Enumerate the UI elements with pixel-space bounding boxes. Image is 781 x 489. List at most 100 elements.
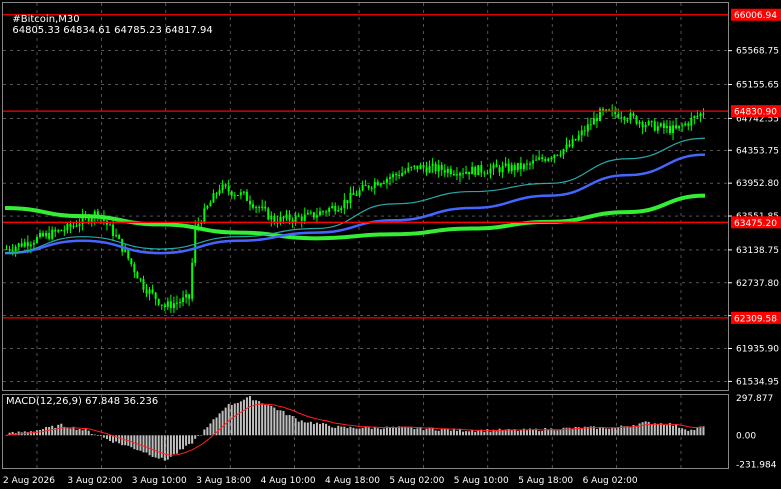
candle-body <box>230 191 233 196</box>
macd-histogram-bar <box>641 422 644 436</box>
macd-histogram-bar <box>583 426 586 436</box>
candle-body <box>693 116 696 119</box>
macd-histogram-bar <box>547 430 550 436</box>
candle-body <box>252 204 255 208</box>
macd-histogram-bar <box>364 426 367 436</box>
chart-symbol: #Bitcoin,M30 <box>12 14 80 25</box>
macd-histogram-bar <box>157 435 160 459</box>
macd-histogram-bar <box>501 430 504 436</box>
macd-histogram-bar <box>468 431 471 436</box>
macd-signal-line <box>6 403 704 456</box>
macd-histogram-bar <box>206 427 209 436</box>
candle-body <box>519 162 522 170</box>
candle-body <box>574 139 577 141</box>
macd-histogram-bar <box>382 428 385 436</box>
macd-histogram-bar <box>151 435 154 457</box>
price-level-tag <box>731 311 781 324</box>
candle-body <box>26 242 29 247</box>
candle-body <box>702 113 705 115</box>
macd-histogram-bar <box>480 429 483 436</box>
macd-histogram-bar <box>684 429 687 436</box>
price-chart-panel[interactable] <box>2 2 729 391</box>
candle-body <box>410 166 413 168</box>
candle-body <box>112 224 115 236</box>
candle-body <box>261 206 264 209</box>
macd-histogram-bar <box>328 425 331 436</box>
macd-histogram-bar <box>139 435 142 451</box>
candle-body <box>90 218 93 222</box>
price-level-label: 66006.94 <box>734 11 777 21</box>
macd-histogram-bar <box>565 427 568 436</box>
macd-histogram-bar <box>486 429 489 436</box>
candle-body <box>239 192 242 196</box>
candle-body <box>626 119 629 121</box>
candle-body <box>315 215 318 218</box>
macd-histogram-bar <box>675 424 678 436</box>
macd-histogram-bar <box>635 425 638 436</box>
candle-body <box>468 171 471 175</box>
macd-histogram-bar <box>404 426 407 436</box>
candle-body <box>291 220 294 222</box>
candle-body <box>592 118 595 125</box>
candle-body <box>632 113 635 117</box>
macd-histogram-bar <box>48 426 51 436</box>
candle-body <box>370 187 373 189</box>
macd-histogram-bar <box>42 429 45 436</box>
candle-body <box>209 202 212 207</box>
macd-histogram-bar <box>650 424 653 436</box>
candle-body <box>206 206 209 209</box>
macd-histogram-bar <box>115 435 118 442</box>
candle-body <box>334 205 337 212</box>
macd-histogram-bar <box>626 426 629 436</box>
macd-histogram-bar <box>620 425 623 436</box>
candle-body <box>69 223 72 227</box>
price-level-label: 62309.58 <box>734 314 777 324</box>
macd-histogram-bar <box>282 410 285 436</box>
macd-histogram-bar <box>529 428 531 436</box>
macd-histogram-bar <box>678 427 681 436</box>
candle-body <box>571 139 574 147</box>
candle-body <box>443 170 446 173</box>
macd-histogram-bar <box>334 427 337 436</box>
macd-histogram-bar <box>32 431 35 436</box>
macd-histogram-bar <box>267 405 270 436</box>
macd-histogram-bar <box>166 435 169 460</box>
candle-body <box>647 121 650 125</box>
macd-histogram-bar <box>255 400 258 436</box>
macd-histogram-bar <box>495 431 498 436</box>
candle-body <box>544 159 547 161</box>
macd-histogram-bar <box>221 410 224 436</box>
candle-body <box>376 181 379 186</box>
macd-histogram-bar <box>662 424 665 436</box>
macd-histogram-bar <box>109 435 111 442</box>
candle-body <box>81 215 84 225</box>
time-axis-label: 5 Aug 10:00 <box>454 476 509 486</box>
candle-body <box>653 121 656 131</box>
macd-axis-label: -231.984 <box>736 460 777 470</box>
candle-body <box>288 214 291 221</box>
candle-body <box>483 172 486 174</box>
candle-body <box>389 177 391 179</box>
candle-body <box>54 229 57 232</box>
candle-body <box>325 211 328 213</box>
candle-body <box>312 212 315 218</box>
candle-body <box>300 216 303 221</box>
candle-body <box>684 123 687 126</box>
candle-body <box>556 154 559 156</box>
candle-body <box>224 184 227 187</box>
macd-histogram-bar <box>69 428 72 436</box>
macd-histogram-bar <box>26 432 29 436</box>
macd-histogram-bar <box>519 429 522 436</box>
candle-body <box>23 242 26 247</box>
candle-body <box>553 154 556 158</box>
macd-histogram-bar <box>367 427 370 436</box>
macd-histogram-bar <box>395 427 398 436</box>
macd-histogram-bar <box>595 429 598 436</box>
macd-histogram-bar <box>218 413 221 436</box>
macd-histogram-bar <box>261 403 264 436</box>
macd-histogram-bar <box>224 407 227 436</box>
macd-histogram-bar <box>306 422 309 436</box>
macd-histogram-bar <box>489 431 492 436</box>
macd-histogram-bar <box>389 427 391 436</box>
